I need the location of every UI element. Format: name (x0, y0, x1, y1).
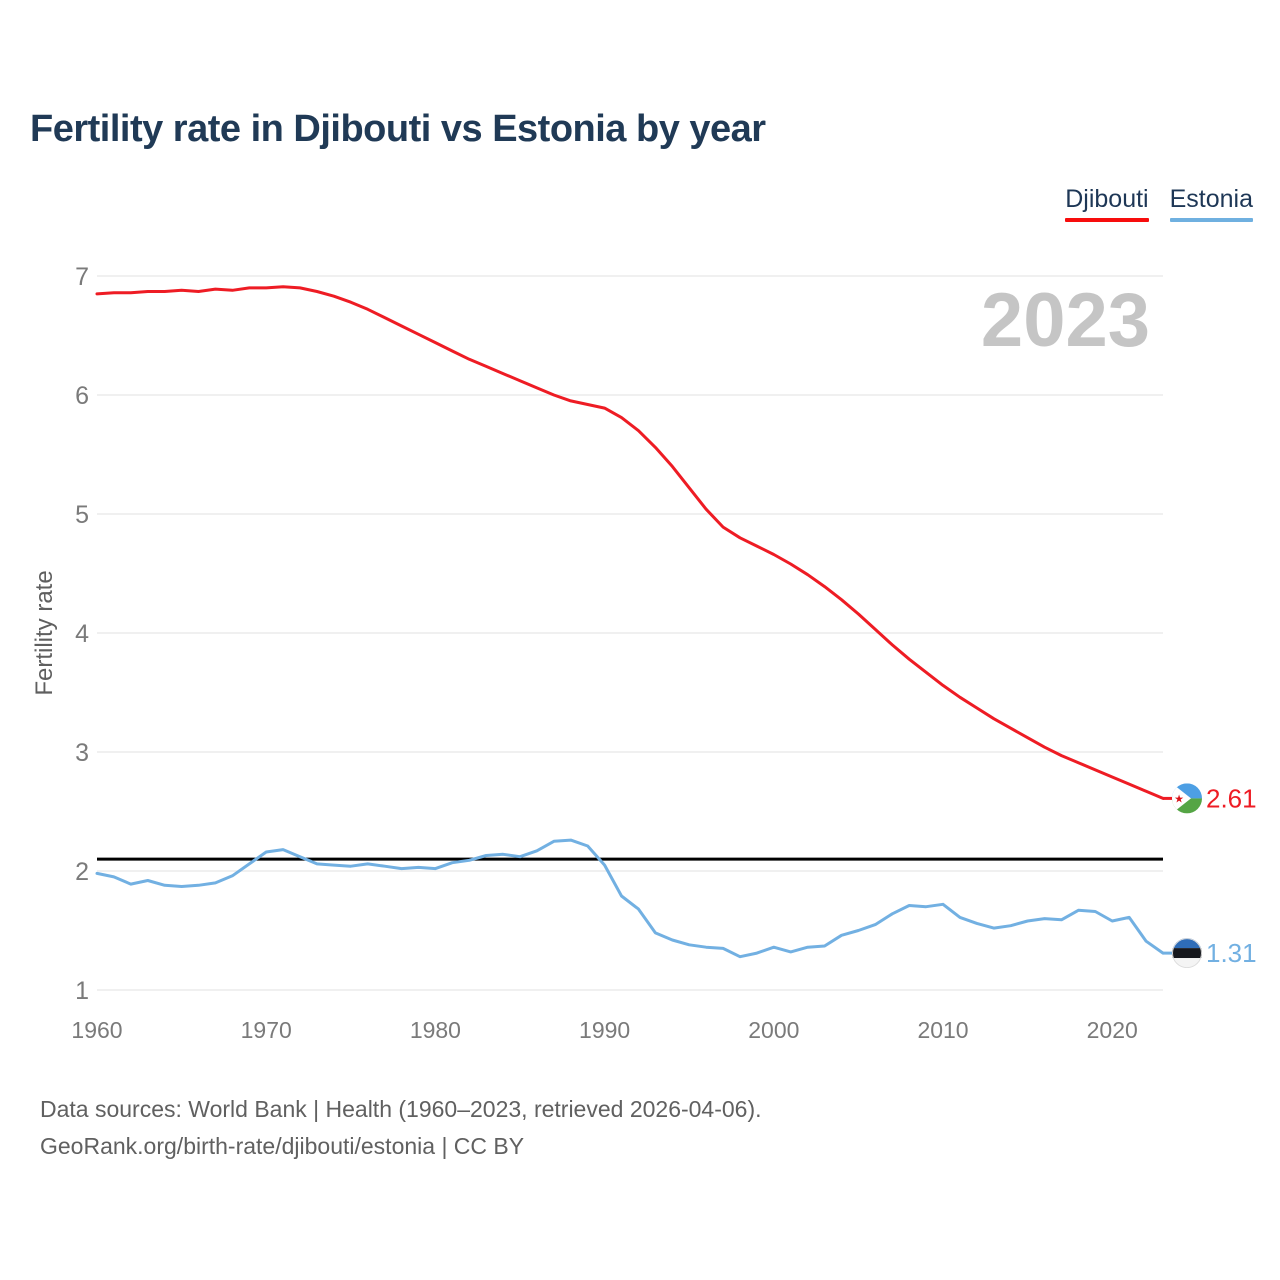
legend: Djibouti Estonia (1065, 185, 1253, 222)
legend-item-estonia[interactable]: Estonia (1169, 185, 1253, 222)
y-tick-4: 4 (75, 620, 89, 648)
y-tick-7: 7 (75, 263, 89, 291)
year-watermark: 2023 (981, 278, 1150, 363)
djibouti-end-value: 2.61 (1206, 783, 1257, 813)
djibouti-line[interactable] (95, 285, 1165, 800)
djibouti-flag-icon: ★ (1172, 783, 1202, 814)
x-tick-2000: 2000 (748, 1017, 799, 1043)
page-title: Fertility rate in Djibouti vs Estonia by… (30, 108, 766, 150)
y-tick-2: 2 (75, 858, 89, 886)
legend-label-estonia[interactable]: Estonia (1169, 185, 1253, 213)
footer-attribution: GeoRank.org/birth-rate/djibouti/estonia … (40, 1133, 525, 1159)
x-tick-2020: 2020 (1087, 1017, 1138, 1043)
footer-data-sources: Data sources: World Bank | Health (1960–… (40, 1096, 762, 1122)
legend-underline-djibouti (1065, 218, 1149, 222)
footer: Data sources: World Bank | Health (1960–… (40, 1091, 762, 1165)
y-tick-6: 6 (75, 382, 89, 410)
x-tick-1980: 1980 (410, 1017, 461, 1043)
legend-underline-estonia (1169, 218, 1253, 222)
x-tick-2010: 2010 (917, 1017, 968, 1043)
estonia-line[interactable] (95, 838, 1165, 959)
star-icon: ★ (1174, 793, 1184, 805)
y-tick-3: 3 (75, 739, 89, 767)
estonia-flag-icon (1172, 938, 1202, 969)
y-tick-5: 5 (75, 501, 89, 529)
estonia-end-value: 1.31 (1206, 938, 1257, 968)
x-tick-1960: 1960 (71, 1017, 122, 1043)
x-tick-1990: 1990 (579, 1017, 630, 1043)
y-axis-title: Fertility rate (31, 570, 58, 695)
legend-item-djibouti[interactable]: Djibouti (1065, 185, 1149, 222)
y-tick-1: 1 (75, 977, 89, 1005)
x-tick-1970: 1970 (241, 1017, 292, 1043)
legend-label-djibouti[interactable]: Djibouti (1065, 185, 1149, 213)
